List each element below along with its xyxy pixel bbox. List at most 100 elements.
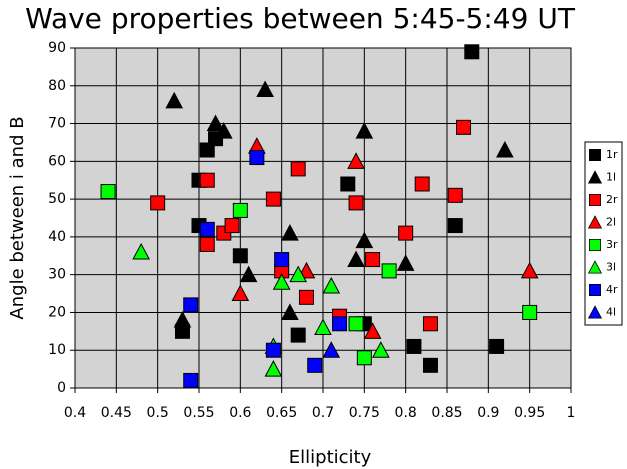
point bbox=[348, 316, 364, 332]
legend-label: 2r bbox=[606, 193, 618, 206]
legend-label: 1r bbox=[606, 148, 618, 161]
point bbox=[165, 91, 184, 109]
point bbox=[447, 218, 463, 234]
point bbox=[322, 276, 341, 294]
y-tick-label: 30 bbox=[48, 267, 66, 283]
x-tick-label: 0.55 bbox=[183, 405, 214, 421]
x-tick-label: 0.8 bbox=[395, 405, 417, 421]
legend-marker bbox=[589, 284, 602, 297]
point bbox=[414, 176, 430, 192]
point bbox=[347, 250, 365, 268]
point bbox=[100, 184, 116, 200]
legend-label: 3l bbox=[606, 261, 616, 274]
y-tick-label: 20 bbox=[48, 304, 66, 320]
point bbox=[239, 265, 258, 283]
point bbox=[199, 221, 215, 237]
point bbox=[422, 316, 438, 332]
point bbox=[289, 265, 308, 283]
legend-label: 1l bbox=[606, 171, 616, 184]
legend-label: 3r bbox=[606, 238, 618, 251]
y-tick-label: 90 bbox=[48, 40, 66, 56]
legend-label: 4l bbox=[606, 306, 616, 319]
point bbox=[522, 304, 538, 320]
point bbox=[206, 114, 225, 132]
point bbox=[199, 142, 215, 158]
y-axis-label: Angle between i and B bbox=[7, 116, 28, 319]
point bbox=[340, 176, 356, 192]
legend-marker bbox=[589, 149, 602, 162]
legend-box bbox=[584, 141, 623, 326]
x-tick-label: 0.7 bbox=[312, 405, 334, 421]
point bbox=[422, 357, 438, 373]
point bbox=[348, 195, 364, 211]
point bbox=[290, 161, 306, 177]
point bbox=[372, 341, 390, 358]
legend-marker bbox=[587, 215, 603, 229]
y-tick-label: 0 bbox=[57, 380, 66, 396]
point bbox=[183, 372, 199, 388]
point bbox=[199, 172, 215, 188]
point bbox=[396, 254, 415, 271]
x-tick-label: 0.45 bbox=[101, 405, 132, 421]
point bbox=[274, 252, 290, 268]
point bbox=[199, 236, 215, 252]
x-tick-label: 1 bbox=[567, 405, 576, 421]
point bbox=[381, 263, 397, 279]
point bbox=[272, 273, 291, 290]
point bbox=[347, 152, 365, 169]
point bbox=[281, 303, 299, 320]
point bbox=[464, 44, 480, 60]
point bbox=[232, 248, 248, 264]
point bbox=[456, 119, 472, 135]
y-tick-label: 80 bbox=[48, 78, 66, 94]
point bbox=[281, 224, 299, 241]
point bbox=[356, 350, 372, 366]
x-tick-label: 0.95 bbox=[514, 405, 545, 421]
legend-marker bbox=[589, 194, 602, 207]
y-tick-label: 50 bbox=[48, 191, 66, 207]
point bbox=[256, 80, 274, 98]
point bbox=[406, 338, 422, 354]
point bbox=[447, 187, 463, 203]
x-tick-label: 0.9 bbox=[477, 405, 499, 421]
point bbox=[496, 140, 514, 158]
legend-marker bbox=[589, 239, 602, 252]
y-tick-label: 40 bbox=[48, 229, 66, 245]
point bbox=[365, 252, 381, 268]
legend-marker bbox=[587, 260, 603, 274]
point bbox=[489, 338, 505, 354]
point bbox=[520, 261, 539, 279]
legend-marker bbox=[587, 305, 603, 319]
x-tick-label: 0.75 bbox=[349, 405, 380, 421]
x-axis-label: Ellipticity bbox=[289, 447, 372, 468]
x-tick-label: 0.65 bbox=[266, 405, 297, 421]
point bbox=[173, 310, 192, 328]
point bbox=[307, 357, 323, 373]
point bbox=[232, 202, 248, 218]
point bbox=[132, 242, 150, 260]
legend-marker bbox=[587, 170, 603, 184]
point bbox=[355, 231, 374, 249]
point bbox=[224, 218, 240, 234]
x-tick-label: 0.4 bbox=[64, 405, 86, 421]
point bbox=[290, 327, 306, 343]
point bbox=[249, 150, 265, 166]
y-tick-label: 70 bbox=[48, 116, 66, 132]
point bbox=[265, 342, 281, 358]
legend-label: 2l bbox=[606, 216, 616, 229]
point bbox=[214, 122, 233, 139]
point bbox=[355, 122, 374, 139]
x-tick-label: 0.5 bbox=[147, 405, 169, 421]
legend-label: 4r bbox=[606, 283, 618, 296]
y-tick-label: 60 bbox=[48, 153, 66, 169]
point bbox=[363, 322, 382, 339]
x-tick-label: 0.85 bbox=[431, 405, 462, 421]
point bbox=[332, 316, 348, 332]
point bbox=[298, 289, 314, 305]
y-tick-label: 10 bbox=[48, 342, 66, 358]
point bbox=[265, 191, 281, 207]
point bbox=[264, 360, 283, 377]
point bbox=[231, 284, 250, 302]
